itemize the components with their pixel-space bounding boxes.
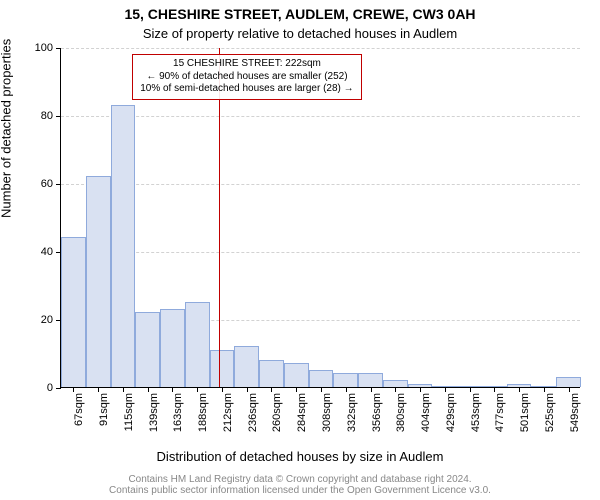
x-tick-label: 501sqm — [519, 393, 531, 432]
x-tick — [148, 387, 149, 392]
grid-line — [61, 184, 580, 185]
histogram-bar — [86, 176, 111, 387]
chart-title-main: 15, CHESHIRE STREET, AUDLEM, CREWE, CW3 … — [0, 6, 600, 22]
x-tick — [123, 387, 124, 392]
x-tick — [569, 387, 570, 392]
histogram-bar — [383, 380, 408, 387]
y-tick-label: 20 — [41, 314, 61, 326]
x-tick — [271, 387, 272, 392]
x-tick-label: 163sqm — [172, 393, 184, 432]
annotation-line1: 15 CHESHIRE STREET: 222sqm — [140, 58, 353, 71]
caption-line-1: Contains HM Land Registry data © Crown c… — [0, 474, 600, 485]
y-axis-label: Number of detached properties — [0, 39, 14, 218]
x-tick — [197, 387, 198, 392]
x-tick — [247, 387, 248, 392]
x-tick — [172, 387, 173, 392]
histogram-bar — [234, 346, 259, 387]
x-tick-label: 380sqm — [395, 393, 407, 432]
histogram-bar — [259, 360, 284, 387]
plot-area: 02040608010067sqm91sqm115sqm139sqm163sqm… — [60, 48, 580, 388]
x-tick-label: 404sqm — [420, 393, 432, 432]
histogram-bar — [160, 309, 185, 387]
annotation-box: 15 CHESHIRE STREET: 222sqm← 90% of detac… — [132, 54, 361, 100]
x-tick-label: 429sqm — [445, 393, 457, 432]
x-tick-label: 284sqm — [296, 393, 308, 432]
chart-root: { "titles": { "main": "15, CHESHIRE STRE… — [0, 0, 600, 500]
y-tick-label: 40 — [41, 246, 61, 258]
histogram-bar — [111, 105, 136, 387]
x-tick — [98, 387, 99, 392]
x-tick — [420, 387, 421, 392]
x-tick-label: 115sqm — [123, 393, 135, 431]
x-tick-label: 453sqm — [470, 393, 482, 432]
y-tick-label: 100 — [35, 42, 61, 54]
grid-line — [61, 252, 580, 253]
histogram-bar — [333, 373, 358, 387]
histogram-bar — [61, 237, 86, 387]
x-tick-label: 332sqm — [346, 393, 358, 432]
y-tick-label: 80 — [41, 110, 61, 122]
x-tick-label: 260sqm — [271, 393, 283, 432]
histogram-bar — [185, 302, 210, 387]
histogram-bar — [556, 377, 581, 387]
histogram-bar — [210, 350, 235, 387]
caption-line-2: Contains public sector information licen… — [0, 485, 600, 496]
x-tick-label: 308sqm — [321, 393, 333, 432]
x-tick — [494, 387, 495, 392]
source-caption: Contains HM Land Registry data © Crown c… — [0, 474, 600, 496]
annotation-line3: 10% of semi-detached houses are larger (… — [140, 83, 353, 96]
x-tick — [296, 387, 297, 392]
grid-line — [61, 48, 580, 49]
x-tick — [222, 387, 223, 392]
x-tick-label: 549sqm — [569, 393, 581, 432]
x-tick — [544, 387, 545, 392]
histogram-bar — [135, 312, 160, 387]
x-axis-label: Distribution of detached houses by size … — [0, 449, 600, 464]
x-tick — [445, 387, 446, 392]
x-tick-label: 91sqm — [98, 393, 110, 426]
x-tick-label: 139sqm — [148, 393, 160, 432]
x-tick — [371, 387, 372, 392]
x-tick — [519, 387, 520, 392]
annotation-line2: ← 90% of detached houses are smaller (25… — [140, 71, 353, 84]
histogram-bar — [284, 363, 309, 387]
y-tick-label: 60 — [41, 178, 61, 190]
x-tick — [73, 387, 74, 392]
x-tick-label: 236sqm — [247, 393, 259, 432]
x-tick — [321, 387, 322, 392]
y-tick-label: 0 — [47, 382, 61, 394]
histogram-bar — [358, 373, 383, 387]
x-tick-label: 356sqm — [371, 393, 383, 432]
x-tick-label: 477sqm — [494, 393, 506, 432]
x-tick-label: 525sqm — [544, 393, 556, 432]
x-tick-label: 67sqm — [73, 393, 85, 426]
x-tick — [470, 387, 471, 392]
x-tick — [395, 387, 396, 392]
x-tick-label: 212sqm — [222, 393, 234, 432]
x-tick — [346, 387, 347, 392]
histogram-bar — [309, 370, 334, 387]
chart-title-sub: Size of property relative to detached ho… — [0, 26, 600, 41]
grid-line — [61, 116, 580, 117]
x-tick-label: 188sqm — [197, 393, 209, 432]
